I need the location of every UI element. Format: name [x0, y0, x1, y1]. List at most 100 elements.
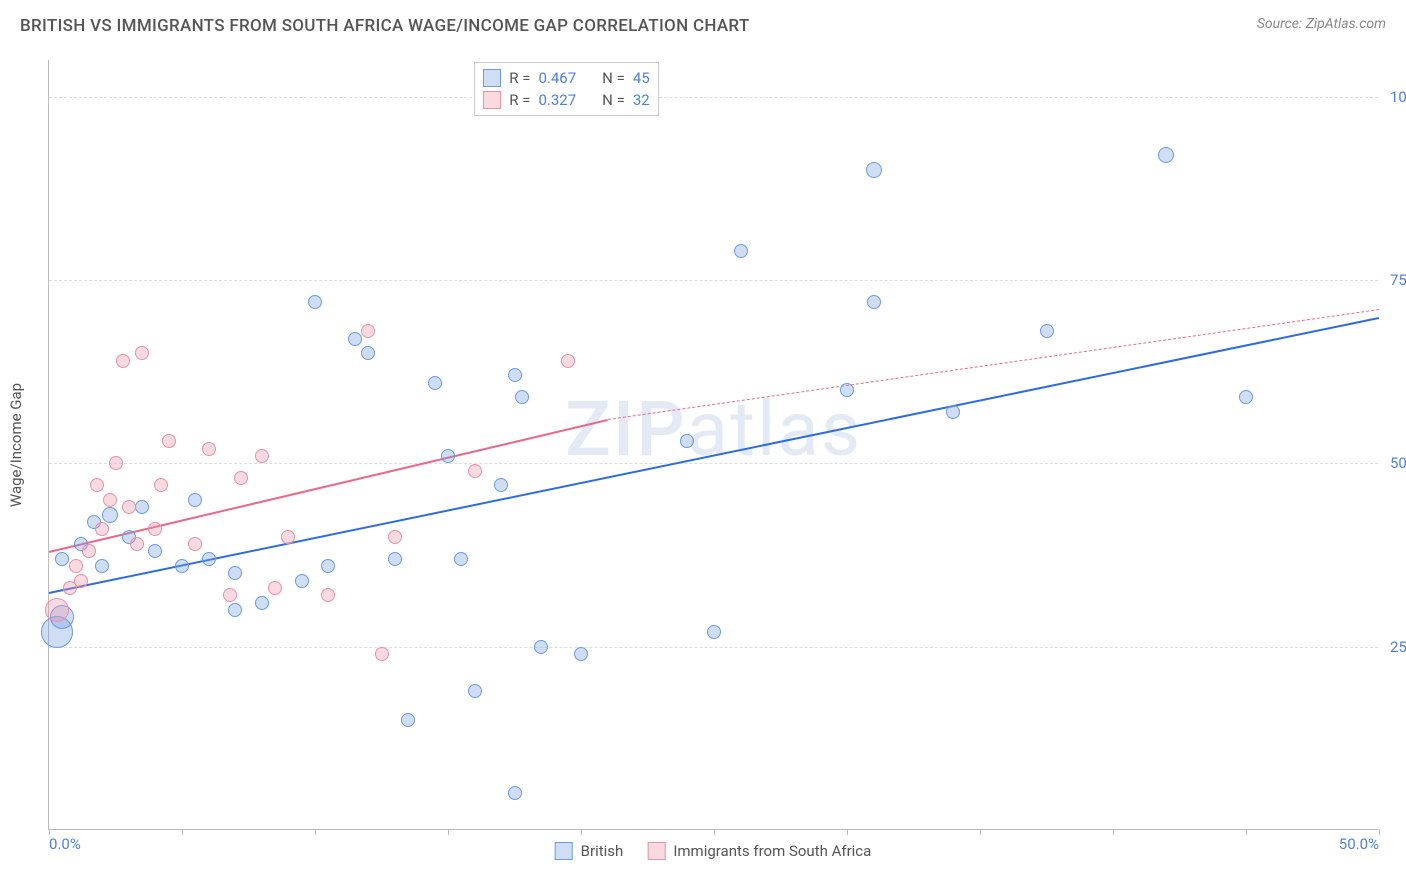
y-tick-label: 75.0%	[1382, 271, 1406, 289]
scatter-point	[515, 390, 529, 404]
scatter-point	[188, 493, 202, 507]
scatter-point	[162, 434, 176, 448]
y-tick-label: 50.0%	[1382, 454, 1406, 472]
scatter-point	[1158, 147, 1174, 163]
stats-row: R = 0.467N = 45	[483, 67, 649, 89]
gridline	[49, 647, 1378, 648]
scatter-point	[55, 552, 69, 566]
scatter-point	[321, 588, 335, 602]
legend-label: Immigrants from South Africa	[673, 842, 871, 860]
scatter-point	[102, 507, 118, 523]
scatter-point	[148, 544, 162, 558]
scatter-point	[130, 537, 144, 551]
scatter-point	[45, 598, 69, 622]
x-tick	[448, 829, 449, 835]
x-tick	[980, 829, 981, 835]
scatter-point	[95, 559, 109, 573]
x-tick-label: 50.0%	[1339, 835, 1379, 853]
stats-row: R = 0.327N = 32	[483, 89, 649, 111]
scatter-point	[375, 647, 389, 661]
scatter-point	[202, 442, 216, 456]
source-name: ZipAtlas.com	[1306, 16, 1386, 32]
scatter-point	[561, 354, 575, 368]
scatter-point	[82, 544, 96, 558]
chart-title: BRITISH VS IMMIGRANTS FROM SOUTH AFRICA …	[20, 16, 750, 36]
scatter-point	[255, 449, 269, 463]
scatter-point	[1239, 390, 1253, 404]
scatter-point	[228, 566, 242, 580]
stat-n-value: 45	[633, 69, 650, 87]
stat-n-label: N =	[602, 91, 625, 109]
stats-swatch-icon	[483, 69, 501, 87]
gridline	[49, 280, 1378, 281]
source-attribution: Source: ZipAtlas.com	[1257, 16, 1386, 32]
stats-box: R = 0.467N = 45R = 0.327N = 32	[474, 62, 658, 116]
scatter-point	[295, 574, 309, 588]
scatter-point	[308, 295, 322, 309]
title-bar: BRITISH VS IMMIGRANTS FROM SOUTH AFRICA …	[0, 0, 1406, 44]
scatter-point	[680, 434, 694, 448]
legend-swatch-icon	[647, 842, 665, 860]
x-tick-label: 0.0%	[49, 835, 81, 853]
scatter-point	[401, 713, 415, 727]
scatter-point	[116, 354, 130, 368]
scatter-point	[103, 493, 117, 507]
scatter-point	[468, 464, 482, 478]
legend-item-immigrants: Immigrants from South Africa	[647, 842, 871, 860]
gridline	[49, 463, 1378, 464]
scatter-point	[454, 552, 468, 566]
scatter-point	[428, 376, 442, 390]
x-tick	[847, 829, 848, 835]
scatter-point	[74, 574, 88, 588]
scatter-point	[202, 552, 216, 566]
scatter-point	[188, 537, 202, 551]
scatter-point	[866, 162, 882, 178]
scatter-point	[441, 449, 455, 463]
scatter-point	[223, 588, 237, 602]
scatter-point	[508, 786, 522, 800]
gridline	[49, 97, 1378, 98]
scatter-point	[122, 500, 136, 514]
scatter-point	[90, 478, 104, 492]
scatter-point	[534, 640, 548, 654]
legend-item-british: British	[555, 842, 624, 860]
scatter-point	[361, 346, 375, 360]
scatter-point	[135, 346, 149, 360]
scatter-point	[255, 596, 269, 610]
scatter-point	[268, 581, 282, 595]
scatter-point	[135, 500, 149, 514]
scatter-point	[388, 530, 402, 544]
scatter-point	[148, 522, 162, 536]
legend-label: British	[581, 842, 624, 860]
y-tick-label: 25.0%	[1382, 638, 1406, 656]
stat-r-value: 0.467	[538, 69, 576, 87]
scatter-plot: ZIPatlas 25.0%50.0%75.0%100.0%0.0%50.0%R…	[48, 60, 1378, 830]
stats-swatch-icon	[483, 91, 501, 109]
scatter-point	[574, 647, 588, 661]
scatter-point	[734, 244, 748, 258]
x-tick	[1379, 829, 1380, 835]
scatter-point	[707, 625, 721, 639]
x-tick	[315, 829, 316, 835]
stat-r-label: R =	[509, 91, 530, 109]
scatter-point	[508, 368, 522, 382]
scatter-point	[388, 552, 402, 566]
scatter-point	[154, 478, 168, 492]
scatter-point	[234, 471, 248, 485]
scatter-point	[946, 405, 960, 419]
trend-line	[49, 317, 1379, 594]
stat-n-value: 32	[633, 91, 650, 109]
x-tick	[1113, 829, 1114, 835]
scatter-point	[1040, 324, 1054, 338]
y-tick-label: 100.0%	[1382, 88, 1406, 106]
source-label: Source:	[1257, 16, 1306, 32]
watermark: ZIPatlas	[565, 384, 862, 474]
stat-r-label: R =	[509, 69, 530, 87]
bottom-legend: British Immigrants from South Africa	[555, 842, 872, 860]
x-tick	[182, 829, 183, 835]
scatter-point	[228, 603, 242, 617]
scatter-point	[840, 383, 854, 397]
scatter-point	[95, 522, 109, 536]
scatter-point	[175, 559, 189, 573]
x-tick	[1246, 829, 1247, 835]
